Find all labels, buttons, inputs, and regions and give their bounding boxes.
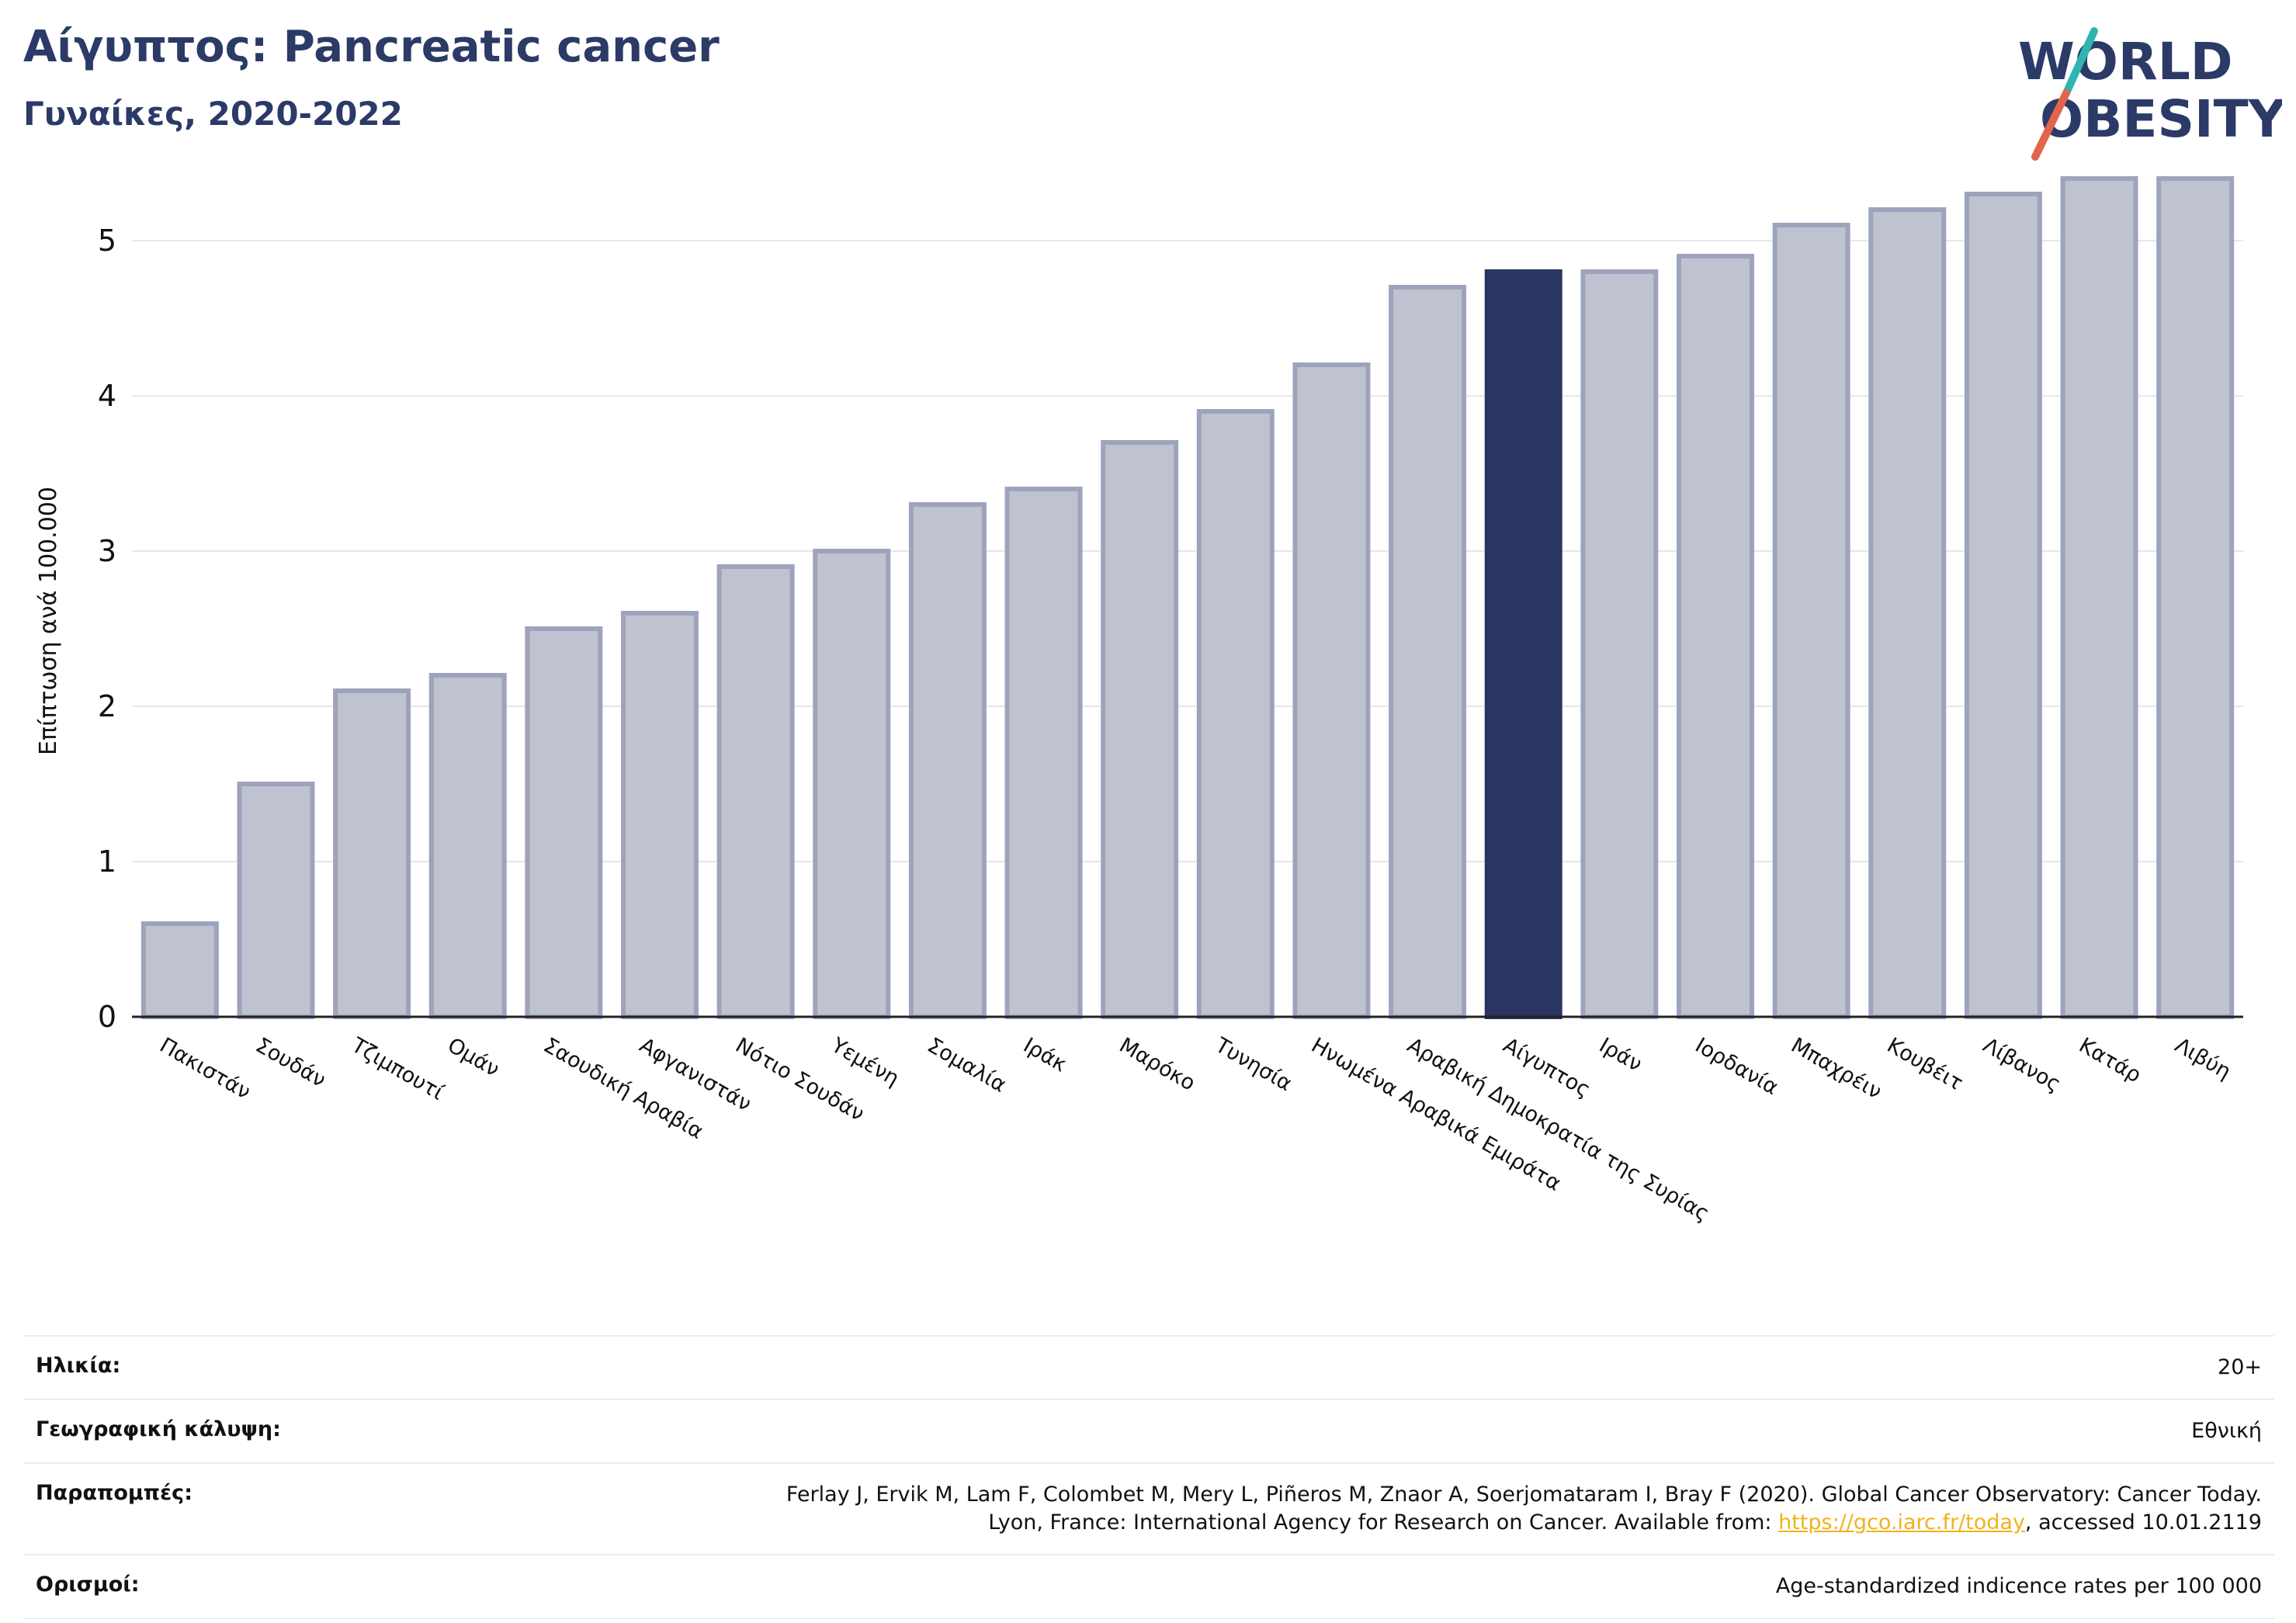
references-line2-post: , accessed 10.01.2119 <box>2024 1510 2262 1535</box>
x-tick-label: Ιράκ <box>1019 1033 1071 1077</box>
bar <box>1964 192 2042 1019</box>
bars <box>140 176 2235 1019</box>
logo-slash-red <box>2031 89 2070 161</box>
bar <box>1772 223 1850 1019</box>
bar <box>1677 254 1754 1019</box>
x-tick-label: Ιράν <box>1595 1033 1646 1077</box>
y-tick-label: 3 <box>98 534 116 568</box>
y-tick-label: 0 <box>98 1000 116 1034</box>
age-label: Ηλικία: <box>36 1354 121 1378</box>
references-line2-pre: Lyon, France: International Agency for R… <box>988 1510 1779 1535</box>
references-value: Ferlay J, Ervik M, Lam F, Colombet M, Me… <box>786 1481 2262 1537</box>
references-link[interactable]: https://gco.iarc.fr/today <box>1778 1510 2025 1535</box>
coverage-value: Εθνική <box>2191 1419 2262 1443</box>
logo-slash-teal <box>2062 27 2098 97</box>
x-tick-label: Λιβύη <box>2171 1033 2235 1084</box>
x-tick-label: Ομάν <box>443 1033 503 1082</box>
bar <box>908 502 987 1019</box>
x-tick-label: Ιορδανία <box>1691 1033 1783 1100</box>
logo-line2: OBESITY <box>2040 89 2282 149</box>
y-tick-label: 4 <box>98 379 116 413</box>
bar <box>716 564 795 1019</box>
references-line1: Ferlay J, Ervik M, Lam F, Colombet M, Me… <box>786 1483 2262 1507</box>
bar <box>140 921 219 1019</box>
x-tick-label: Τυνησία <box>1210 1033 1295 1097</box>
bar <box>525 626 603 1019</box>
y-tick-label: 2 <box>98 689 116 723</box>
bar <box>2156 176 2235 1019</box>
x-tick-label: Κατάρ <box>2075 1033 2145 1087</box>
x-tick-label: Σαουδική Αραβία <box>539 1033 707 1144</box>
bar <box>1868 207 1947 1019</box>
bar <box>428 673 507 1019</box>
y-axis-ticks: 0 1 2 3 4 5 <box>98 224 116 1034</box>
info-row-coverage: Γεωγραφική κάλυψη: Εθνική <box>23 1399 2274 1462</box>
info-row-references: Παραπομπές: Ferlay J, Ervik M, Lam F, Co… <box>23 1462 2274 1554</box>
bar <box>1196 409 1275 1019</box>
coverage-label: Γεωγραφική κάλυψη: <box>36 1417 281 1441</box>
x-tick-label: Πακιστάν <box>155 1033 255 1105</box>
definitions-label: Ορισμοί: <box>36 1573 140 1597</box>
bar <box>1004 487 1083 1019</box>
x-tick-label: Μπαχρέιν <box>1787 1033 1885 1104</box>
chart-title: Αίγυπτος: Pancreatic cancer <box>23 22 720 72</box>
y-axis-label: Επίπτωση ανά 100.000 <box>35 487 62 755</box>
bar <box>621 611 699 1019</box>
definitions-value: Age-standardized indicence rates per 100… <box>1775 1574 2262 1598</box>
logo-line1: WORLD <box>2018 32 2233 92</box>
bar <box>2060 176 2138 1019</box>
bar <box>1101 440 1179 1019</box>
bar <box>333 688 411 1019</box>
bar <box>1389 285 1467 1019</box>
x-tick-label: Μαρόκο <box>1115 1033 1199 1095</box>
references-label: Παραπομπές: <box>36 1481 192 1505</box>
x-tick-label: Κουβέιτ <box>1883 1033 1967 1095</box>
info-row-definitions: Ορισμοί: Age-standardized indicence rate… <box>23 1554 2274 1619</box>
world-obesity-logo: WORLD OBESITY <box>2018 27 2282 161</box>
bar <box>1292 362 1371 1019</box>
x-tick-label: Σομαλία <box>923 1033 1010 1098</box>
chart-subtitle: Γυναίκες, 2020-2022 <box>23 95 403 133</box>
bar <box>1580 269 1659 1019</box>
info-row-age: Ηλικία: 20+ <box>23 1335 2274 1399</box>
y-tick-label: 5 <box>98 224 116 258</box>
age-value: 20+ <box>2218 1355 2262 1379</box>
x-tick-label: Τζιμπουτί <box>347 1033 448 1105</box>
x-tick-label: Λίβανος <box>1979 1033 2065 1097</box>
bar <box>813 549 891 1019</box>
info-table: Ηλικία: 20+ Γεωγραφική κάλυψη: Εθνική Πα… <box>23 1335 2274 1619</box>
bar <box>237 782 315 1019</box>
y-tick-label: 1 <box>98 844 116 879</box>
x-tick-label: Σουδάν <box>251 1033 330 1092</box>
x-tick-label: Υεμένη <box>827 1033 903 1091</box>
bar <box>1484 269 1562 1019</box>
